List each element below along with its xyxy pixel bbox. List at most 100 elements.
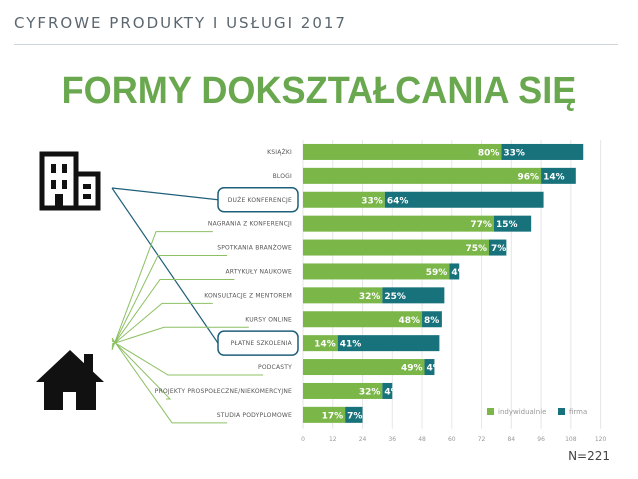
x-tick-label: 48: [418, 436, 426, 443]
category-label: PŁATNE SZKOLENIA: [231, 340, 293, 347]
data-label-company: 7%: [491, 244, 506, 254]
bar-individual: [303, 335, 338, 352]
icons-group: [36, 151, 104, 410]
bar-company: [449, 263, 460, 280]
data-label-company: 41%: [340, 340, 362, 350]
data-labels: 80% 33%96% 14%33% 64%77% 15%75% 7%59% 4%32% 25%…: [314, 148, 564, 421]
header-divider: [14, 44, 618, 45]
data-label-individual: 75%: [465, 244, 487, 254]
bar-company: [384, 191, 544, 208]
connector-line-individual: [111, 302, 213, 346]
data-label-individual: 14%: [314, 340, 336, 350]
bar-individual: [303, 287, 383, 304]
bar-company: [541, 167, 576, 184]
bars: [303, 143, 584, 423]
bar-individual: [303, 382, 383, 399]
data-label-company: 33%: [503, 148, 525, 158]
house-icon: [36, 350, 104, 410]
highlight-box: [217, 330, 299, 356]
category-label: STUDIA PODYPLOMOWE: [217, 412, 292, 419]
category-label: KONSULTACJE Z MENTOREM: [204, 292, 292, 299]
report-header: CYFROWE PRODUKTY I USŁUGI 2017: [14, 14, 347, 32]
chart-grid: [302, 140, 602, 429]
bar-company: [424, 359, 435, 376]
bar-individual: [303, 143, 502, 160]
bar-company: [382, 287, 445, 304]
bar-individual: [303, 406, 346, 423]
category-labels: KSIĄŻKI BLOGI DUŻE KONFERENCJE NAGRANIA Z K…: [155, 149, 293, 419]
data-label-company: 15%: [496, 220, 518, 230]
x-tick-label: 12: [329, 436, 337, 443]
data-label-individual: 49%: [401, 364, 423, 374]
connector-line-individual: [111, 278, 235, 348]
bar-individual: [303, 359, 425, 376]
data-label-individual: 32%: [359, 292, 381, 302]
category-label: PROJEKTY PROSPOŁECZNE/NIEKOMERCYJNE: [155, 388, 292, 395]
x-tick-label: 84: [507, 436, 515, 443]
bar-individual: [303, 191, 385, 208]
bar-company: [501, 143, 584, 160]
connector-line-individual: [111, 337, 228, 424]
data-label-individual: 96%: [518, 172, 540, 182]
x-tick-label: 36: [388, 436, 396, 443]
category-label: ARTYKUŁY NAUKOWE: [225, 268, 292, 275]
page-title: FORMY DOKSZTAŁCANIA SIĘ: [61, 70, 577, 112]
category-label: DUŻE KONFERENCJE: [228, 197, 292, 204]
legend-swatch-company: [558, 408, 565, 415]
bar-individual: [303, 167, 542, 184]
highlight-boxes: [217, 187, 299, 356]
connector-line-individual: [111, 339, 172, 400]
data-label-individual: 17%: [322, 411, 344, 421]
office-building-icon: [39, 151, 101, 211]
bar-company: [337, 335, 440, 352]
bar-individual: [303, 263, 450, 280]
legend-label-company: firma: [569, 408, 587, 416]
connector-lines: [111, 187, 264, 424]
data-label-company: 14%: [543, 172, 565, 182]
data-label-individual: 48%: [398, 316, 420, 326]
category-label: PODCASTY: [258, 364, 292, 371]
legend-swatch-individual: [487, 408, 494, 415]
connector-line-individual: [111, 255, 228, 349]
data-label-individual: 77%: [470, 220, 492, 230]
bar-individual: [303, 239, 489, 256]
bar-company: [489, 239, 507, 256]
data-label-company: 8%: [424, 316, 439, 326]
data-label-company: 4%: [451, 268, 466, 278]
x-tick-label: 60: [448, 436, 456, 443]
legend: indywidualnie firma: [487, 408, 587, 416]
data-label-individual: 33%: [361, 196, 383, 206]
x-tick-label: 72: [478, 436, 486, 443]
category-label: KSIĄŻKI: [267, 149, 292, 156]
data-label-company: 64%: [387, 196, 409, 206]
x-tick-label: 96: [537, 436, 545, 443]
data-label-individual: 80%: [478, 148, 500, 158]
data-label-individual: 32%: [359, 387, 381, 397]
highlight-box: [217, 187, 299, 213]
connector-line-individual: [111, 340, 264, 376]
data-label-company: 25%: [384, 292, 406, 302]
bar-individual: [303, 215, 494, 232]
connector-line-individual: [111, 231, 213, 351]
x-tick-labels: 0 12 24 36 48 60 72 84 96 108 120: [301, 436, 606, 443]
legend-label-individual: indywidualnie: [498, 408, 546, 416]
bar-company: [493, 215, 532, 232]
category-label: KURSY ONLINE: [245, 316, 292, 323]
data-label-company: 4%: [384, 387, 399, 397]
connector-line-individual: [111, 326, 249, 345]
data-label-individual: 59%: [426, 268, 448, 278]
connector-line-company: [111, 187, 219, 201]
category-label: NAGRANIA Z KONFERENCJI: [208, 221, 292, 228]
connector-line-company: [111, 187, 219, 344]
category-label: SPOTKANIA BRANŻOWE: [217, 245, 292, 252]
sample-size-note: N=221: [568, 449, 610, 463]
x-tick-label: 120: [595, 436, 607, 443]
x-tick-label: 0: [301, 436, 305, 443]
bar-company: [382, 382, 393, 399]
bar-company: [345, 406, 363, 423]
bar-company: [422, 311, 442, 328]
bar-individual: [303, 311, 423, 328]
data-label-company: 7%: [347, 411, 362, 421]
x-tick-label: 108: [565, 436, 577, 443]
